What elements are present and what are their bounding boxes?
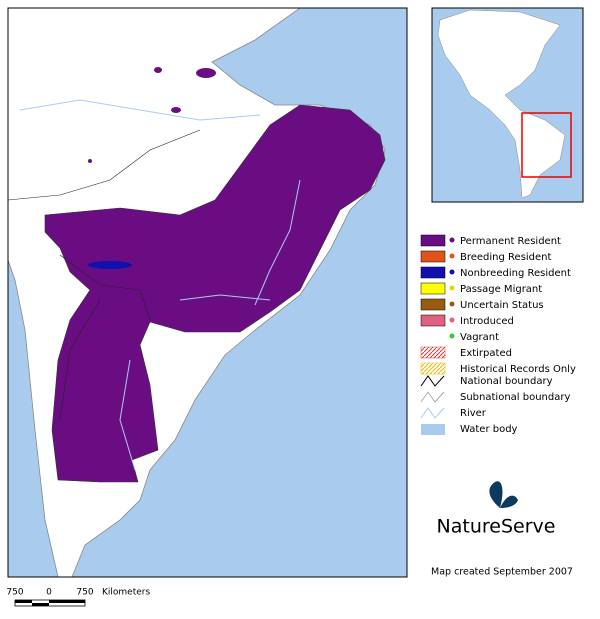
legend-swatch [421,424,445,435]
legend-dot [449,285,455,291]
legend-line [420,407,445,419]
scale-bar: 750 0 750 Kilometers [6,588,150,607]
legend: Permanent Resident Breeding Resident Non… [420,234,576,435]
legend-label: Introduced [460,316,514,327]
inset-map [432,8,583,202]
scale-label: 0 [46,588,52,598]
legend-swatch [420,314,446,327]
scale-unit: Kilometers [102,588,150,598]
legend-label: Extirpated [460,348,512,359]
main-map [8,8,407,577]
legend-label: Breeding Resident [460,252,552,263]
legend-swatch [420,298,446,311]
legend-label: River [460,408,487,419]
credit: Map created September 2007 [431,567,573,578]
legend-dot [449,333,455,339]
legend-label: Uncertain Status [460,300,544,311]
legend-swatch [420,282,446,295]
legend-line [420,375,445,387]
legend-label: Water body [460,424,518,435]
legend-dot [449,269,455,275]
legend-swatch [420,234,446,247]
logo-text: NatureServe [437,516,556,538]
logo: NatureServe [437,481,556,538]
scale-label: 750 [76,588,93,598]
legend-label: Permanent Resident [460,236,561,247]
legend-label: Vagrant [460,332,499,343]
legend-label: Historical Records Only [460,364,576,375]
scale-label: 750 [6,588,23,598]
legend-swatch [420,266,446,279]
inset-frame [431,7,584,203]
legend-swatch [420,250,446,263]
legend-line [420,391,445,403]
legend-label: Passage Migrant [460,284,542,295]
legend-label: National boundary [460,376,553,387]
main-map-frame [7,7,408,578]
legend-dot [449,317,455,323]
legend-label: Subnational boundary [460,392,570,403]
legend-swatch [420,362,446,375]
legend-dot [449,301,455,307]
legend-swatch [420,346,446,359]
legend-dot [449,253,455,259]
legend-label: Nonbreeding Resident [460,268,571,279]
legend-dot [449,237,455,243]
